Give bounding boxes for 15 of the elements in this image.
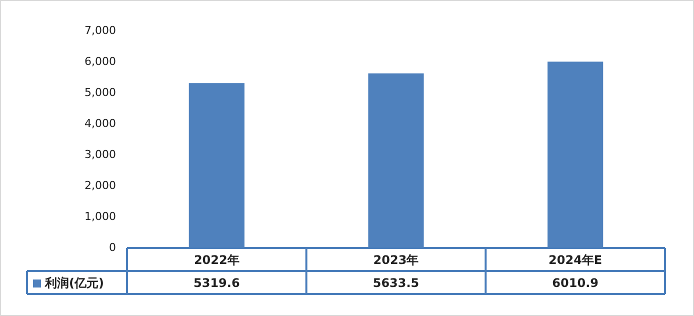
ytick: 3,000 xyxy=(84,148,116,162)
ytick: 0 xyxy=(109,241,116,254)
ytick: 5,000 xyxy=(84,86,116,100)
ytick: 1,000 xyxy=(84,210,116,224)
ytick: 6,000 xyxy=(84,55,116,68)
legend: 利润(亿元) xyxy=(45,276,104,290)
xtick: 2024年E xyxy=(548,252,602,267)
xtick: 2022年 xyxy=(194,252,240,267)
ytick: 4,000 xyxy=(84,117,116,130)
data-label: 5319.6 xyxy=(194,276,240,290)
xtick: 2023年 xyxy=(373,252,419,267)
ytick: 2,000 xyxy=(84,179,116,192)
data-label: 5633.5 xyxy=(372,276,420,290)
ytick: 7,000 xyxy=(84,24,116,38)
data-label: 6010.9 xyxy=(552,276,598,290)
